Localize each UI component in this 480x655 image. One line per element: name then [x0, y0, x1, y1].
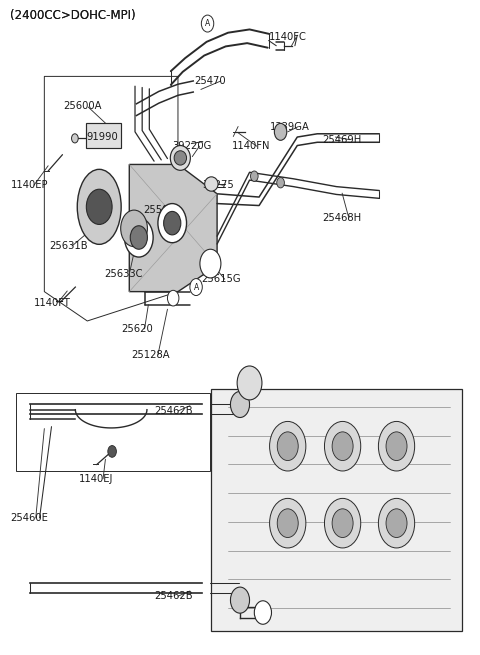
Circle shape — [200, 250, 221, 278]
Circle shape — [275, 123, 287, 140]
Text: 25633C: 25633C — [104, 269, 143, 279]
Circle shape — [164, 212, 181, 235]
Circle shape — [324, 498, 361, 548]
Circle shape — [270, 498, 306, 548]
Circle shape — [230, 392, 250, 417]
Ellipse shape — [204, 177, 218, 191]
Text: 1140FT: 1140FT — [34, 298, 71, 308]
Text: 39220G: 39220G — [172, 141, 212, 151]
Text: 1140FN: 1140FN — [231, 141, 270, 151]
Text: 25468H: 25468H — [322, 213, 361, 223]
Text: 25462B: 25462B — [154, 591, 193, 601]
Circle shape — [237, 366, 262, 400]
Circle shape — [72, 134, 78, 143]
Text: 25620: 25620 — [121, 324, 154, 334]
Circle shape — [324, 421, 361, 471]
Text: A: A — [193, 282, 199, 291]
Polygon shape — [211, 390, 462, 631]
FancyBboxPatch shape — [86, 123, 120, 148]
Text: 1140EJ: 1140EJ — [79, 474, 113, 484]
Text: (2400CC>DOHC-MPI): (2400CC>DOHC-MPI) — [10, 9, 136, 22]
Text: 25470: 25470 — [195, 76, 226, 86]
Circle shape — [270, 421, 306, 471]
Circle shape — [158, 204, 187, 243]
Text: 25469H: 25469H — [322, 135, 361, 145]
Text: 25615G: 25615G — [201, 274, 240, 284]
Circle shape — [277, 509, 298, 538]
Circle shape — [201, 15, 214, 32]
Circle shape — [108, 445, 116, 457]
Circle shape — [378, 498, 415, 548]
Circle shape — [277, 432, 298, 460]
Ellipse shape — [77, 170, 121, 244]
Circle shape — [254, 601, 272, 624]
Text: 25460E: 25460E — [10, 513, 48, 523]
Text: 1140FC: 1140FC — [269, 32, 307, 43]
Circle shape — [124, 218, 153, 257]
Circle shape — [386, 509, 407, 538]
Text: 91990: 91990 — [86, 132, 118, 142]
Circle shape — [332, 432, 353, 460]
Circle shape — [230, 587, 250, 613]
Circle shape — [277, 178, 284, 188]
Ellipse shape — [170, 145, 191, 170]
Polygon shape — [129, 164, 217, 291]
Circle shape — [386, 432, 407, 460]
Circle shape — [251, 171, 258, 181]
Text: 25462B: 25462B — [154, 406, 193, 416]
Circle shape — [190, 278, 202, 295]
Circle shape — [130, 226, 147, 250]
Text: 1140EP: 1140EP — [11, 180, 48, 191]
Circle shape — [378, 421, 415, 471]
Circle shape — [86, 189, 112, 225]
Text: (2400CC>DOHC-MPI): (2400CC>DOHC-MPI) — [10, 9, 136, 22]
Text: A: A — [205, 19, 210, 28]
Circle shape — [120, 210, 147, 247]
Circle shape — [332, 509, 353, 538]
Circle shape — [168, 290, 179, 306]
Text: 39275: 39275 — [202, 180, 234, 191]
Text: 25631B: 25631B — [49, 241, 88, 251]
Text: 25600A: 25600A — [63, 101, 102, 111]
Ellipse shape — [174, 151, 187, 165]
Text: 1339GA: 1339GA — [270, 122, 310, 132]
Text: 25128A: 25128A — [131, 350, 170, 360]
Text: 25500A: 25500A — [144, 205, 182, 215]
